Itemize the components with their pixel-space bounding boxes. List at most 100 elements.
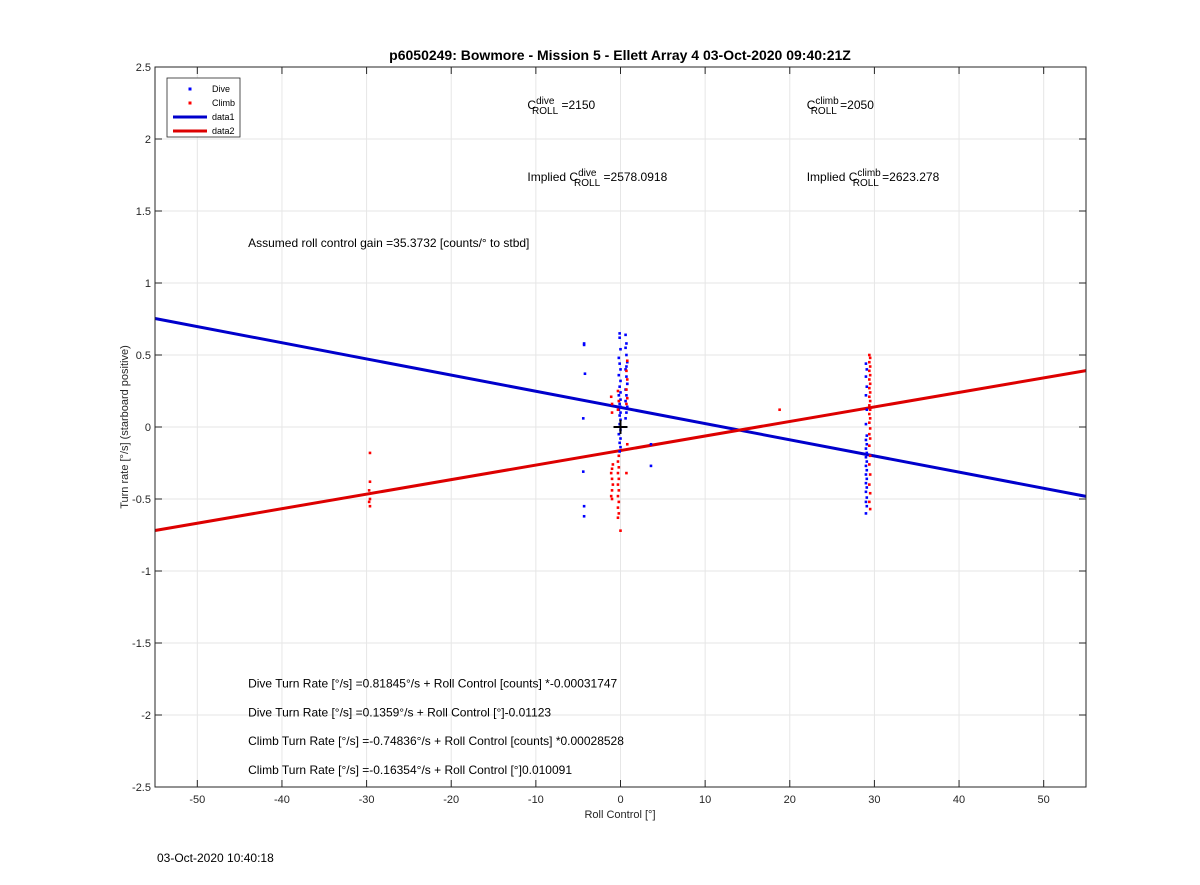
data-point-climb xyxy=(616,471,620,475)
data-point-dive xyxy=(625,375,628,378)
data-point-climb xyxy=(609,471,613,475)
data-point-dive xyxy=(864,438,868,442)
data-point-dive xyxy=(582,504,586,508)
fit-equation-label: Dive Turn Rate [°/s] =0.81845°/s + Roll … xyxy=(248,677,617,691)
data-point-climb xyxy=(868,417,872,420)
data-point-climb xyxy=(868,369,871,373)
data-point-climb xyxy=(625,359,629,363)
data-point-dive xyxy=(624,399,627,403)
x-axis-ticks: -50 -40 -30 -20 -10 0 10 20 30 40 50 xyxy=(189,67,1050,806)
data-point-climb xyxy=(868,360,871,364)
data-point-dive xyxy=(625,342,628,345)
data-point-climb xyxy=(610,411,614,414)
data-point-climb xyxy=(611,463,615,466)
x-tick-label: -10 xyxy=(528,794,544,806)
data-point-climb xyxy=(617,466,621,469)
data-point-dive xyxy=(624,346,627,350)
fit-equation-label: Dive Turn Rate [°/s] =0.1359°/s + Roll C… xyxy=(248,705,551,719)
data-point-climb xyxy=(617,500,621,504)
data-point-dive xyxy=(618,402,621,406)
y-axis-label: Turn rate [°/s] (starboard positive) xyxy=(119,345,131,509)
data-point-climb xyxy=(619,529,622,532)
data-point-dive xyxy=(865,385,869,388)
data-point-dive xyxy=(864,362,868,365)
data-point-dive xyxy=(619,411,622,414)
data-point-dive xyxy=(865,451,869,455)
data-point-dive xyxy=(624,368,627,371)
data-point-climb xyxy=(868,408,872,412)
y-axis-ticks: -2.5 -2 -1.5 -1 -0.5 0 0.5 1 1.5 2 2.5 xyxy=(132,62,1086,794)
data-point-climb xyxy=(868,373,872,377)
legend: Dive Climb data1 data2 xyxy=(166,77,241,138)
data-point-dive xyxy=(619,437,622,440)
data-point-climb xyxy=(868,356,872,360)
data-points xyxy=(367,332,872,532)
data-point-climb xyxy=(367,489,371,492)
data-point-climb xyxy=(868,507,872,511)
x-tick-label: 0 xyxy=(617,794,623,806)
data-point-climb xyxy=(868,353,871,357)
y-tick-label: 1.5 xyxy=(136,206,151,218)
data-point-dive xyxy=(618,332,621,335)
data-point-climb xyxy=(868,365,872,368)
x-tick-label: 10 xyxy=(699,794,711,806)
data-point-dive xyxy=(864,473,868,476)
data-point-dive xyxy=(619,368,622,371)
data-point-climb xyxy=(868,399,872,403)
legend-label: Dive xyxy=(212,84,230,94)
data-point-dive xyxy=(583,372,587,376)
data-point-climb xyxy=(778,408,781,412)
data-point-dive xyxy=(864,447,868,450)
y-tick-label: 0.5 xyxy=(136,350,151,362)
chart-title: p6050249: Bowmore - Mission 5 - Ellett A… xyxy=(389,47,851,63)
fit-equation-label: Climb Turn Rate [°/s] =-0.74836°/s + Rol… xyxy=(248,734,624,748)
x-tick-label: 40 xyxy=(953,794,965,806)
data-point-climb xyxy=(610,402,614,406)
data-point-climb xyxy=(609,395,613,399)
data-point-dive xyxy=(582,343,586,347)
data-point-dive xyxy=(618,450,621,453)
data-point-climb xyxy=(868,454,872,458)
data-point-climb xyxy=(616,494,620,498)
y-tick-label: -0.5 xyxy=(132,494,151,506)
data-point-climb xyxy=(868,391,872,394)
data-point-climb xyxy=(868,491,872,495)
x-tick-label: -40 xyxy=(274,794,290,806)
data-point-climb xyxy=(617,489,621,492)
fit-equation-label: Climb Turn Rate [°/s] =-0.16354°/s + Rol… xyxy=(248,763,572,777)
data-point-climb xyxy=(610,477,614,481)
data-point-climb xyxy=(616,516,620,520)
data-point-dive xyxy=(625,405,629,409)
y-tick-label: -1.5 xyxy=(132,638,151,650)
y-tick-label: 2.5 xyxy=(136,62,151,74)
data-point-climb xyxy=(625,442,629,446)
data-point-dive xyxy=(618,336,621,340)
data-point-dive xyxy=(618,414,621,417)
data-point-dive xyxy=(865,468,869,472)
y-tick-label: 0 xyxy=(145,422,151,434)
data-point-dive xyxy=(864,481,868,485)
data-point-dive xyxy=(865,460,869,463)
data-point-climb xyxy=(868,444,871,448)
data-point-climb xyxy=(616,483,620,486)
data-point-dive xyxy=(618,385,621,388)
data-point-climb xyxy=(368,480,372,484)
data-point-climb xyxy=(868,463,871,466)
y-tick-label: -2 xyxy=(141,710,151,722)
data-point-climb xyxy=(616,389,620,393)
data-point-climb xyxy=(868,382,872,386)
roll-gain-label: Assumed roll control gain =35.3732 [coun… xyxy=(248,236,529,250)
data-point-climb xyxy=(616,506,620,509)
legend-label: data1 xyxy=(212,112,235,122)
data-point-dive xyxy=(865,434,869,437)
c-roll-climb-label: Cclimb ROLL =2050 xyxy=(807,96,875,117)
data-point-dive xyxy=(865,496,869,499)
y-tick-label: -1 xyxy=(141,566,151,578)
x-tick-label: -50 xyxy=(189,794,205,806)
data-point-dive xyxy=(864,490,868,494)
data-point-dive xyxy=(625,382,629,386)
data-point-climb xyxy=(367,500,371,504)
data-point-climb xyxy=(868,386,871,390)
data-point-dive xyxy=(649,442,653,446)
